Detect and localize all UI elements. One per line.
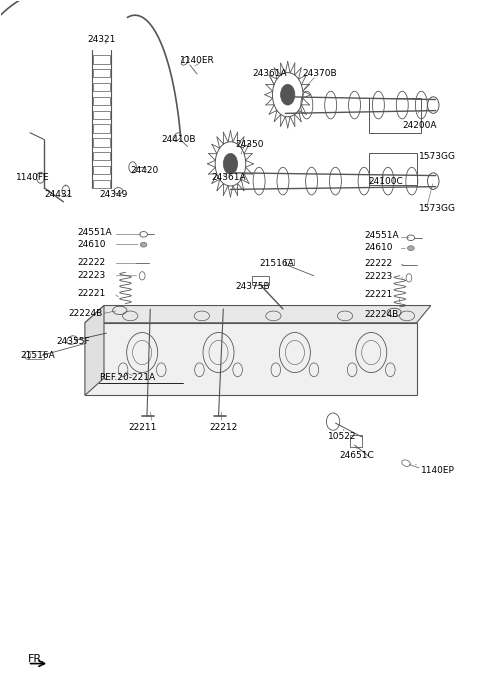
Text: 22221: 22221 [364, 290, 392, 299]
Text: 24410B: 24410B [161, 135, 196, 144]
Text: 1573GG: 1573GG [419, 153, 456, 162]
Bar [94, 180, 110, 188]
Circle shape [223, 153, 238, 174]
Text: 24361A: 24361A [252, 69, 287, 78]
Text: 24200A: 24200A [402, 121, 437, 130]
Bar [94, 83, 110, 91]
Text: 24100C: 24100C [369, 176, 404, 185]
Text: 1140ER: 1140ER [180, 56, 215, 65]
Text: 24361A: 24361A [211, 173, 246, 182]
Text: 22224B: 22224B [364, 310, 398, 319]
Text: REF.20-221A: REF.20-221A [99, 373, 156, 382]
Text: 24651C: 24651C [339, 451, 374, 460]
Ellipse shape [408, 246, 414, 251]
Polygon shape [85, 323, 417, 396]
Text: 21516A: 21516A [259, 259, 294, 268]
Text: FR.: FR. [28, 654, 45, 664]
Text: 22222: 22222 [78, 258, 106, 267]
Circle shape [281, 85, 295, 105]
Text: 24375B: 24375B [235, 282, 270, 291]
Bar [94, 69, 110, 78]
Bar [94, 124, 110, 133]
Bar [94, 152, 110, 160]
Text: 24610: 24610 [364, 243, 393, 252]
Text: 24355F: 24355F [56, 337, 90, 346]
Text: 24321: 24321 [87, 35, 116, 44]
Bar [369, 98, 421, 133]
Polygon shape [85, 305, 431, 323]
Ellipse shape [140, 242, 147, 247]
Text: 24551A: 24551A [364, 231, 399, 240]
Text: 24431: 24431 [45, 190, 73, 199]
Text: 1140EP: 1140EP [421, 466, 455, 475]
Text: 24350: 24350 [235, 140, 264, 149]
Text: 10522: 10522 [328, 432, 357, 441]
Polygon shape [85, 305, 104, 396]
Bar [94, 110, 110, 119]
Bar [94, 166, 110, 174]
Text: 22221: 22221 [78, 289, 106, 298]
Bar [94, 96, 110, 105]
Text: 22224B: 22224B [68, 310, 102, 319]
Text: 24610: 24610 [78, 240, 106, 249]
Bar [285, 260, 294, 265]
Text: 1573GG: 1573GG [419, 204, 456, 213]
Bar [350, 434, 362, 447]
Text: 24420: 24420 [131, 167, 159, 176]
Text: 22223: 22223 [78, 271, 106, 280]
Text: 22212: 22212 [209, 423, 238, 432]
Bar [369, 153, 417, 185]
Text: 1140FE: 1140FE [15, 173, 49, 182]
Text: 24370B: 24370B [302, 69, 336, 78]
Bar [28, 351, 44, 359]
Text: 24551A: 24551A [78, 228, 112, 237]
Text: 22211: 22211 [128, 423, 156, 432]
Bar [94, 56, 110, 64]
Bar [252, 276, 269, 285]
Text: 22223: 22223 [364, 272, 392, 281]
Bar [94, 138, 110, 146]
Text: 24349: 24349 [99, 190, 128, 199]
Text: 22222: 22222 [364, 259, 392, 268]
Text: 21516A: 21516A [21, 351, 55, 360]
